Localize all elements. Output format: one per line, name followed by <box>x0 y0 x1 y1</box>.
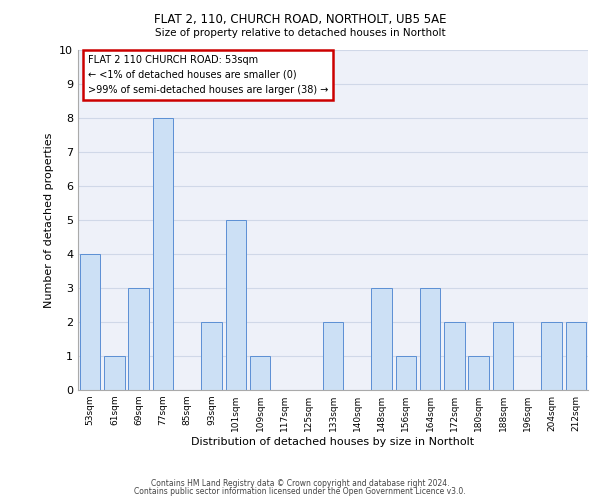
Bar <box>420 288 440 390</box>
Bar <box>371 288 392 390</box>
Bar <box>395 356 416 390</box>
Bar <box>469 356 489 390</box>
Bar <box>201 322 222 390</box>
Bar <box>104 356 125 390</box>
Text: Contains public sector information licensed under the Open Government Licence v3: Contains public sector information licen… <box>134 487 466 496</box>
X-axis label: Distribution of detached houses by size in Northolt: Distribution of detached houses by size … <box>191 437 475 447</box>
Bar <box>566 322 586 390</box>
Bar <box>444 322 465 390</box>
Bar <box>128 288 149 390</box>
Bar <box>80 254 100 390</box>
Y-axis label: Number of detached properties: Number of detached properties <box>44 132 53 308</box>
Bar <box>493 322 514 390</box>
Text: Size of property relative to detached houses in Northolt: Size of property relative to detached ho… <box>155 28 445 38</box>
Bar <box>541 322 562 390</box>
Bar <box>152 118 173 390</box>
Bar <box>226 220 246 390</box>
Bar <box>323 322 343 390</box>
Bar <box>250 356 271 390</box>
Text: Contains HM Land Registry data © Crown copyright and database right 2024.: Contains HM Land Registry data © Crown c… <box>151 478 449 488</box>
Text: FLAT 2, 110, CHURCH ROAD, NORTHOLT, UB5 5AE: FLAT 2, 110, CHURCH ROAD, NORTHOLT, UB5 … <box>154 12 446 26</box>
Text: FLAT 2 110 CHURCH ROAD: 53sqm
← <1% of detached houses are smaller (0)
>99% of s: FLAT 2 110 CHURCH ROAD: 53sqm ← <1% of d… <box>88 55 329 94</box>
